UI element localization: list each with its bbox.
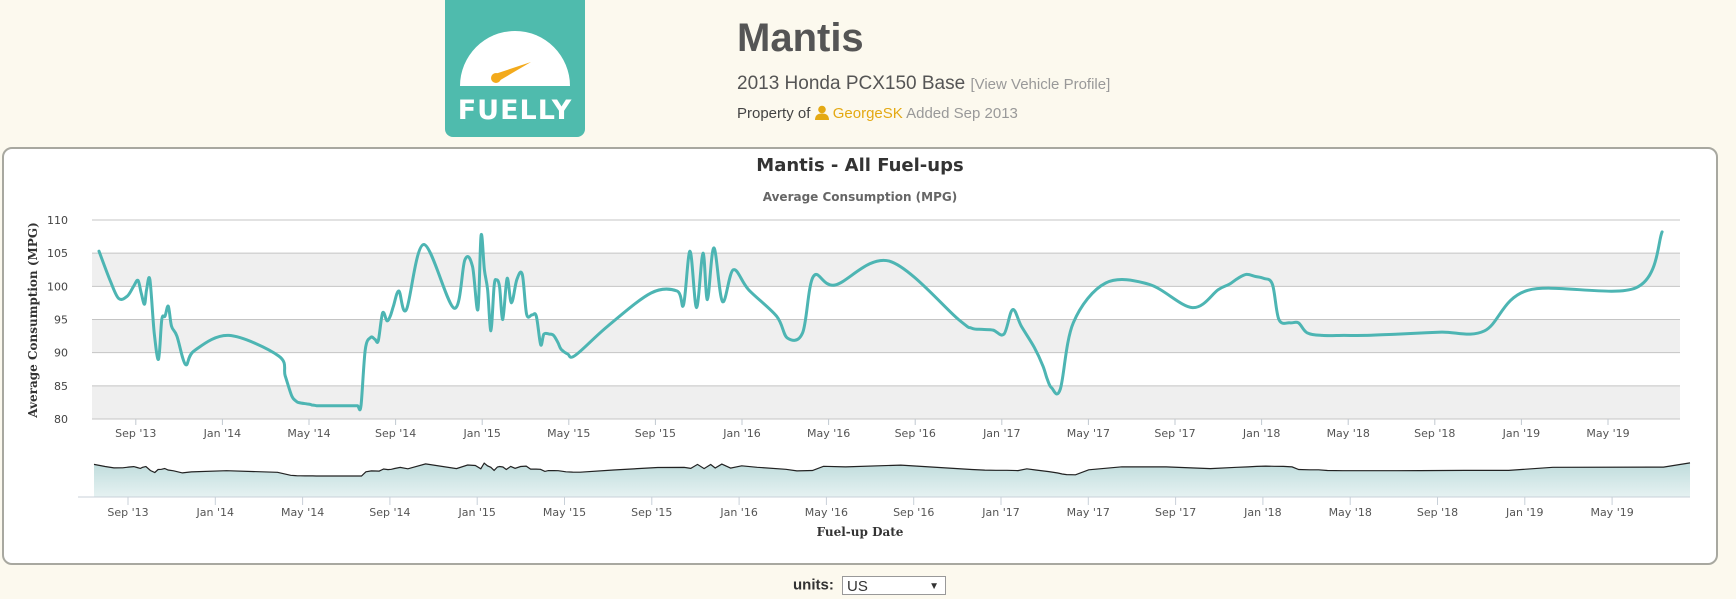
svg-text:Sep '14: Sep '14 bbox=[369, 506, 410, 519]
speedometer-icon bbox=[460, 31, 570, 86]
svg-text:May '18: May '18 bbox=[1329, 506, 1372, 519]
svg-text:Sep '18: Sep '18 bbox=[1417, 506, 1458, 519]
svg-text:Jan '15: Jan '15 bbox=[457, 506, 495, 519]
vehicle-model: 2013 Honda PCX150 Base [View Vehicle Pro… bbox=[737, 73, 1110, 95]
vehicle-header: Mantis 2013 Honda PCX150 Base [View Vehi… bbox=[737, 12, 1110, 124]
y-axis-label: Average Consumption (MPG) bbox=[26, 222, 40, 418]
svg-text:Sep '17: Sep '17 bbox=[1155, 506, 1196, 519]
added-date: Added Sep 2013 bbox=[906, 105, 1018, 122]
vehicle-owner: Property of GeorgeSK Added Sep 2013 bbox=[737, 105, 1110, 124]
svg-text:Jan '14: Jan '14 bbox=[196, 506, 234, 519]
chart-container bbox=[2, 147, 1718, 565]
user-icon bbox=[814, 105, 829, 124]
svg-text:Jan '16: Jan '16 bbox=[719, 506, 757, 519]
vehicle-name: Mantis bbox=[737, 16, 864, 60]
dropdown-arrow-icon: ▼ bbox=[929, 581, 939, 592]
svg-text:May '15: May '15 bbox=[543, 506, 586, 519]
navigator[interactable]: Sep '13 Jan '14 May '14 Sep '14 Jan '15 May '… bbox=[78, 462, 1691, 519]
svg-text:Jan '19: Jan '19 bbox=[1505, 506, 1543, 519]
fuelly-logo[interactable]: FUELLY bbox=[445, 0, 585, 137]
svg-text:Jan '17: Jan '17 bbox=[981, 506, 1019, 519]
svg-text:May '17: May '17 bbox=[1067, 506, 1110, 519]
svg-text:Sep '13: Sep '13 bbox=[107, 506, 148, 519]
owner-prefix: Property of bbox=[737, 105, 811, 122]
units-label: units: bbox=[793, 576, 834, 594]
navigator-x-ticks: Sep '13 Jan '14 May '14 Sep '14 Jan '15 May '… bbox=[107, 497, 1634, 519]
vehicle-model-text: 2013 Honda PCX150 Base bbox=[737, 73, 966, 94]
navigator-area bbox=[94, 462, 1690, 497]
svg-text:May '14: May '14 bbox=[281, 506, 324, 519]
units-value: US bbox=[847, 578, 868, 595]
owner-link[interactable]: GeorgeSK bbox=[832, 105, 903, 122]
chart-title: Mantis - All Fuel-ups bbox=[756, 155, 964, 176]
svg-text:May '16: May '16 bbox=[805, 506, 848, 519]
svg-text:Sep '16: Sep '16 bbox=[893, 506, 934, 519]
view-vehicle-profile-link[interactable]: [View Vehicle Profile] bbox=[970, 76, 1111, 93]
svg-text:Sep '15: Sep '15 bbox=[631, 506, 672, 519]
svg-text:Jan '18: Jan '18 bbox=[1243, 506, 1281, 519]
chart-subtitle: Average Consumption (MPG) bbox=[762, 190, 958, 204]
logo-text: FUELLY bbox=[457, 95, 573, 126]
svg-text:May '19: May '19 bbox=[1590, 506, 1633, 519]
units-control: units: US ▼ bbox=[793, 576, 946, 595]
units-select[interactable]: US ▼ bbox=[842, 576, 946, 595]
x-axis-label: Fuel-up Date bbox=[816, 525, 904, 539]
navigator-line bbox=[93, 462, 1691, 477]
